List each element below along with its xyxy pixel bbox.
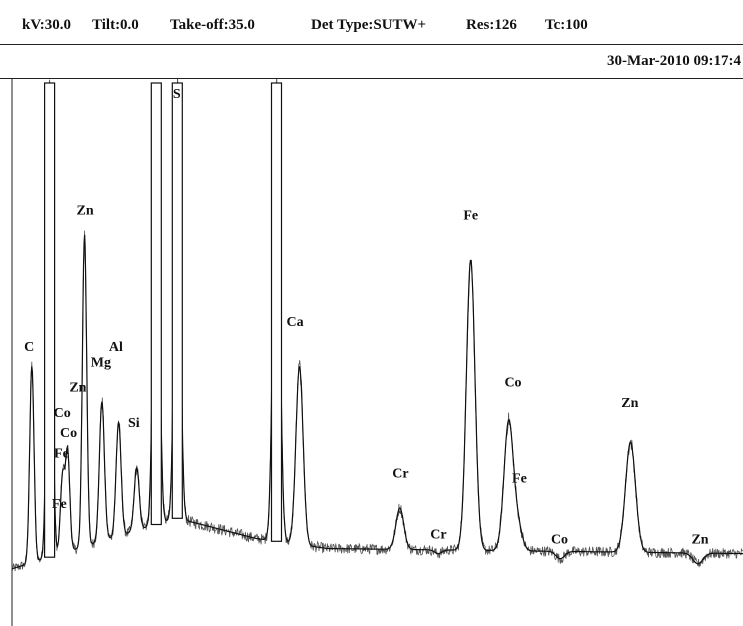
spectrum-fitted-trace (11, 82, 743, 570)
peak-ca-offscale (270, 82, 283, 542)
peak-p-offscale (150, 82, 162, 526)
peak-label-zn: Zn (691, 533, 708, 548)
resolution-value: Res:126 (466, 17, 517, 33)
peak-label-zn: Zn (77, 204, 94, 219)
peak-label-co: Co (504, 376, 521, 391)
peak-label-s: S (173, 87, 181, 102)
peak-label-ca: Ca (287, 315, 304, 330)
peak-label-si: Si (128, 416, 140, 431)
peak-label-co: Co (551, 533, 568, 548)
tilt-value: Tilt:0.0 (92, 17, 139, 33)
timestamp-bar: 30-Mar-2010 09:17:4 (0, 45, 743, 79)
peak-label-fe: Fe (512, 472, 527, 487)
peak-label-zn: Zn (621, 396, 638, 411)
peak-label-fe: Fe (52, 497, 67, 512)
detector-type-value: Det Type:SUTW+ (311, 17, 427, 33)
peak-o-offscale (43, 82, 56, 558)
peak-label-o: O (44, 79, 55, 82)
spectrum-series (11, 79, 743, 572)
acquisition-parameters-bar: kV:30.0 Tilt:0.0 Take-off:35.0 Det Type:… (0, 0, 743, 45)
peak-label-p: P (152, 79, 161, 82)
peak-label-cr: Cr (392, 467, 408, 482)
peak-label-zn: Zn (69, 381, 86, 396)
peak-label-al: Al (109, 340, 123, 355)
spectrum-noisy-trace (11, 79, 743, 572)
timestamp: 30-Mar-2010 09:17:4 (607, 53, 741, 69)
kv-value: kV:30.0 (22, 17, 72, 33)
peak-label-co: Co (54, 406, 71, 421)
peak-label-fe: Fe (54, 446, 69, 461)
peak-s-offscale (171, 82, 183, 519)
peak-label-ca: Ca (269, 79, 286, 82)
peak-label-co: Co (60, 426, 77, 441)
time-constant-value: Tc:100 (545, 17, 588, 33)
peak-label-cr: Cr (430, 527, 446, 542)
peak-label-mg: Mg (91, 355, 111, 370)
peak-label-c: C (24, 340, 34, 355)
takeoff-value: Take-off:35.0 (170, 17, 255, 33)
peak-label-fe: Fe (463, 209, 478, 224)
